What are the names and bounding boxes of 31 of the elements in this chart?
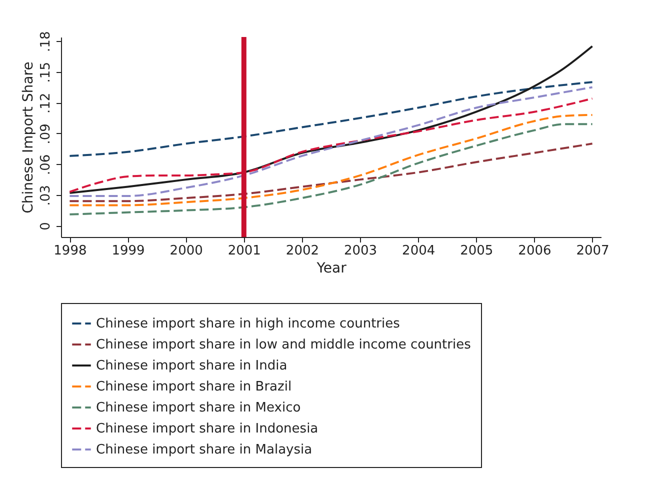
y-tick-label: .12	[38, 92, 54, 114]
x-tick-label: 2001	[228, 244, 261, 258]
line-series	[68, 123, 594, 216]
y-tick-label: 0	[38, 222, 54, 230]
y-tick-label: .09	[38, 124, 54, 144]
legend-label: Chinese import share in low and middle income countries	[96, 338, 472, 352]
x-tick-label: 2002	[286, 244, 320, 258]
legend-label: Chinese import share in Malaysia	[96, 442, 312, 458]
line-series	[68, 81, 594, 157]
legend-label: Chinese import share in India	[96, 358, 288, 374]
y-tick-label: .18	[38, 31, 54, 52]
legend-label: Chinese import share in Brazil	[96, 380, 292, 394]
x-axis-title: Year	[316, 260, 347, 276]
line-series	[68, 45, 594, 194]
y-tick-label: .06	[38, 154, 54, 176]
x-tick-label: 2007	[576, 244, 610, 258]
y-tick-label: .03	[38, 185, 54, 206]
x-tick-label: 2000	[170, 244, 203, 258]
x-tick-label: 2006	[518, 244, 552, 258]
y-tick-label: .15	[38, 62, 54, 83]
y-axis-title: Chinese Import Share	[20, 62, 36, 214]
x-tick-label: 2003	[344, 244, 378, 258]
line-series	[68, 142, 594, 202]
x-tick-label: 1998	[54, 244, 87, 258]
legend-label: Chinese import share in Mexico	[96, 400, 301, 416]
x-tick-label: 1999	[112, 244, 145, 258]
x-tick-label: 2004	[402, 244, 436, 258]
legend-label: Chinese import share in high income countries	[96, 316, 400, 332]
legend-label: Chinese import share in Indonesia	[96, 422, 318, 436]
line-series	[68, 114, 594, 206]
x-tick-label: 2005	[460, 244, 494, 258]
